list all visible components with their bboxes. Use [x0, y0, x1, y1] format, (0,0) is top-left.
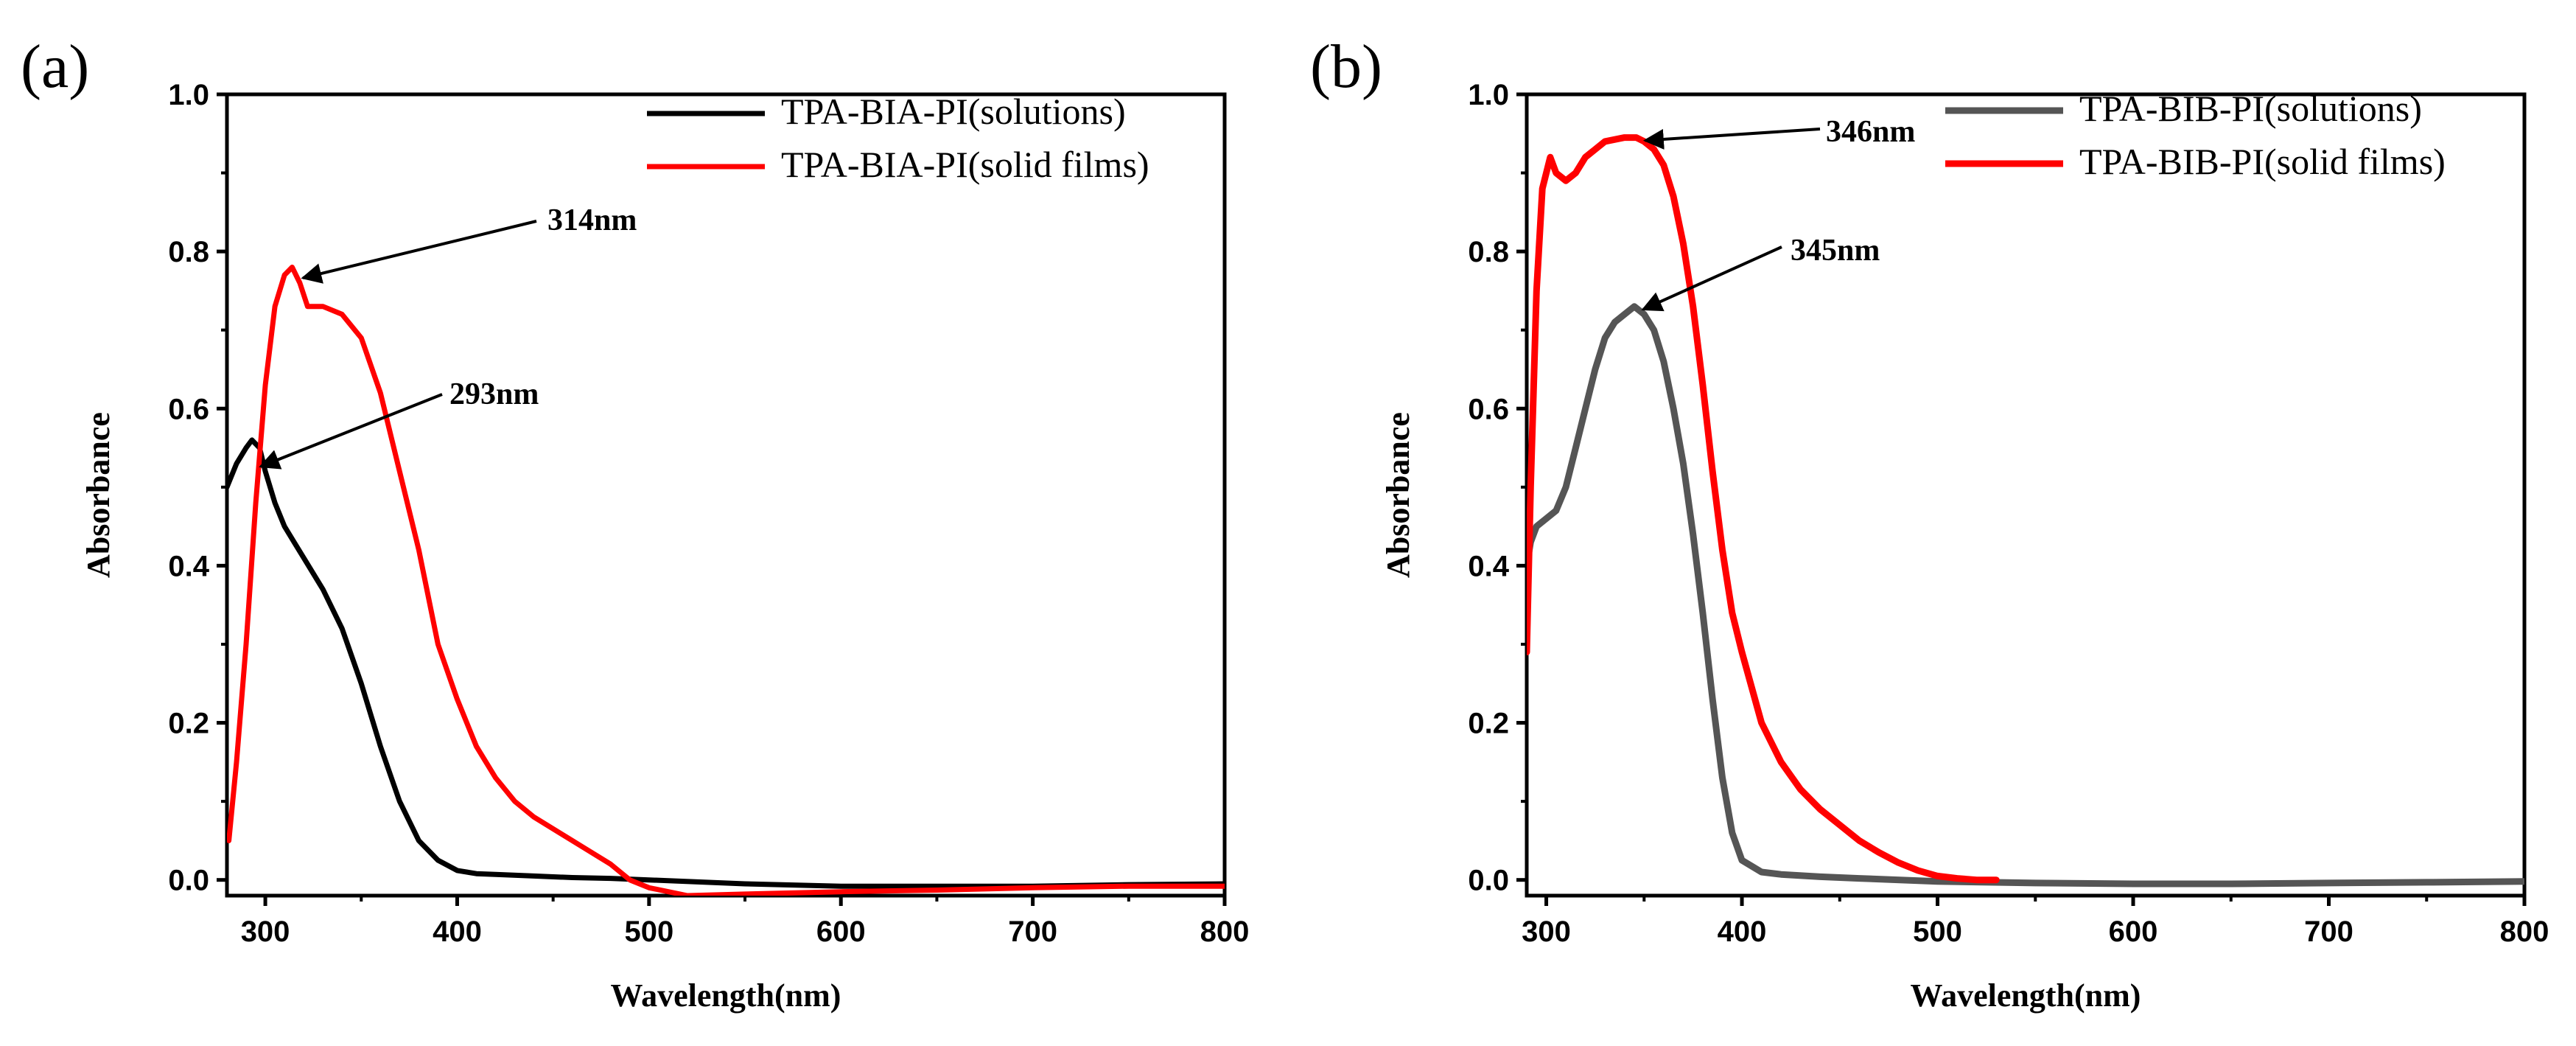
annotation-arrow: [259, 393, 443, 470]
x-tick-label: 500: [1913, 916, 1962, 948]
plot-area-a: 300 400 500 600 700 800 0.0 0.2 0.4 0.6 0.8 1.0 Wave…: [80, 79, 1249, 1014]
legend-b: TPA-BIB-PI(solutions) TPA-BIB-PI(solid fi…: [1945, 88, 2446, 182]
y-tick-label: 0.6: [168, 393, 209, 425]
x-tick-label: 400: [1718, 916, 1767, 948]
legend-a: TPA-BIA-PI(solutions) TPA-BIA-PI(solid fi…: [647, 91, 1149, 185]
y-tick-label: 0.4: [1468, 550, 1509, 582]
x-axis-label: Wavelength(nm): [611, 977, 841, 1014]
annotation-arrow: [301, 220, 537, 284]
x-tick-label: 300: [241, 916, 290, 948]
annotation-label: 293nm: [449, 377, 539, 411]
series-line-2: [227, 265, 1225, 896]
plot-frame-b: [1525, 92, 2527, 898]
legend-entry: TPA-BIA-PI(solutions): [781, 91, 1126, 132]
plot-area-b: 300 400 500 600 700 800 0.0 0.2 0.4 0.6 0.8 1.0 Wave…: [1380, 79, 2549, 1014]
x-tick-label: 500: [624, 916, 673, 948]
x-tick-label: 700: [1008, 916, 1057, 948]
series-line-1: [227, 437, 1225, 889]
panel-a: (a) 300 400 500 600 700 800 0.0 0.2 0.4 0.6 0.8 1.0…: [21, 32, 1249, 1014]
y-tick-label: 1.0: [1468, 79, 1509, 111]
x-tick-label: 700: [2304, 916, 2353, 948]
panel-b: (b) 300 400 500 600 700 800 0.0 0.2 0.4 0.6 0.8 1.0…: [1310, 32, 2549, 1014]
y-tick-label: 0.6: [1468, 393, 1509, 425]
legend-entry: TPA-BIA-PI(solid films): [781, 144, 1149, 185]
series-line-2: [1527, 134, 2000, 884]
x-tick-label: 400: [433, 916, 482, 948]
x-tick-label: 600: [2109, 916, 2158, 948]
y-tick-label: 0.8: [168, 236, 209, 268]
y-tick-label: 0.0: [168, 865, 209, 897]
series-line-1: [1527, 303, 2524, 888]
x-tick-label: 800: [1200, 916, 1250, 948]
y-tick-label: 0.8: [1468, 236, 1509, 268]
plot-frame-a: [225, 92, 1227, 898]
y-tick-label: 0.2: [1468, 708, 1509, 740]
y-axis-label: Absorbance: [1380, 412, 1416, 578]
annotation-label: 346nm: [1826, 115, 1915, 149]
x-tick-label: 300: [1522, 916, 1571, 948]
y-axis-label: Absorbance: [80, 412, 116, 578]
y-tick-label: 0.2: [168, 708, 209, 740]
panel-label-b: (b): [1310, 32, 1382, 101]
y-tick-label: 0.0: [1468, 865, 1509, 897]
annotation-label: 314nm: [547, 203, 637, 237]
x-axis-label: Wavelength(nm): [1911, 977, 2141, 1014]
y-tick-label: 0.4: [168, 550, 209, 582]
x-tick-label: 600: [816, 916, 866, 948]
x-tick-label: 800: [2500, 916, 2549, 948]
legend-entry: TPA-BIB-PI(solutions): [2079, 88, 2422, 129]
panel-label-a: (a): [21, 32, 89, 101]
annotation-label: 345nm: [1791, 234, 1880, 268]
y-tick-label: 1.0: [168, 79, 209, 111]
legend-entry: TPA-BIB-PI(solid films): [2079, 141, 2446, 182]
annotation-arrow: [1642, 128, 1821, 150]
annotation-arrow: [1641, 245, 1782, 312]
